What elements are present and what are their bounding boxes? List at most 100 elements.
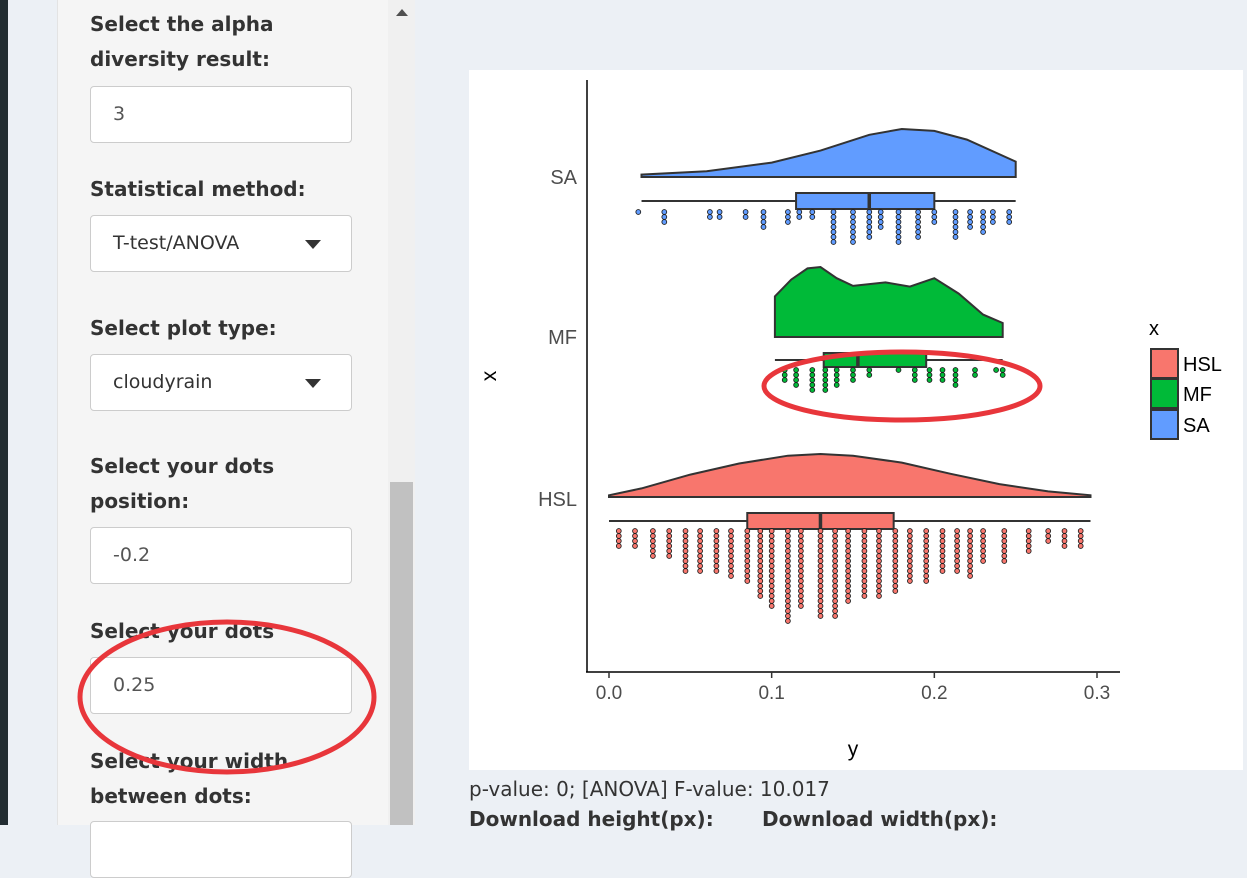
data-point — [744, 543, 751, 549]
data-point — [923, 538, 930, 544]
p-value-text: p-value: 0; [ANOVA] F-value: 10.017 — [469, 777, 830, 801]
data-point — [785, 209, 791, 215]
data-point — [999, 372, 1006, 378]
data-point — [832, 608, 838, 614]
data-point — [923, 573, 930, 579]
data-point — [1061, 533, 1068, 539]
data-point — [785, 563, 791, 569]
data-point — [757, 583, 764, 589]
data-point — [1025, 538, 1032, 544]
data-point — [845, 548, 851, 554]
dot-stack-hsl — [682, 528, 689, 574]
category-label-mf: MF — [548, 327, 577, 349]
dots-position-label: Select your dots position: — [90, 454, 275, 513]
data-point — [845, 593, 851, 599]
data-point — [650, 528, 656, 534]
dot-stack-sa — [877, 209, 884, 230]
data-point — [939, 563, 946, 569]
data-point — [915, 234, 921, 240]
data-point — [939, 528, 946, 534]
data-point — [785, 568, 791, 574]
data-point — [785, 548, 791, 554]
data-point — [861, 593, 868, 599]
data-point — [760, 224, 767, 230]
data-point — [1001, 553, 1008, 559]
dot-stack-hsl — [939, 528, 946, 574]
data-point — [1077, 543, 1084, 549]
data-point — [972, 367, 978, 373]
data-point — [798, 558, 804, 564]
scrollbar-thumb[interactable] — [390, 482, 413, 825]
data-point — [793, 367, 799, 373]
data-point — [666, 548, 673, 554]
data-point — [850, 219, 856, 225]
scroll-up-arrow-icon[interactable] — [396, 9, 408, 16]
dot-stack-sa — [707, 209, 713, 220]
data-point — [845, 538, 851, 544]
data-point — [785, 214, 791, 220]
data-point — [768, 538, 775, 544]
data-point — [830, 239, 837, 245]
dots-position-input[interactable]: -0.2 — [90, 527, 352, 584]
data-point — [952, 219, 959, 225]
data-point — [967, 548, 973, 554]
width-between-dots-input[interactable] — [90, 821, 352, 878]
data-point — [817, 563, 824, 569]
data-point — [785, 219, 791, 225]
data-point — [939, 372, 946, 378]
density-cloud-sa — [640, 127, 1017, 178]
data-point — [830, 209, 837, 215]
data-point — [632, 538, 638, 544]
data-point — [768, 553, 775, 559]
x-tick-label: 0.3 — [1084, 683, 1110, 704]
data-point — [990, 214, 996, 220]
data-point — [952, 214, 959, 220]
data-point — [907, 528, 913, 534]
data-point — [907, 543, 913, 549]
dot-stack-sa — [850, 209, 856, 245]
data-point — [895, 219, 902, 225]
statistical-method-select[interactable]: T-test/ANOVA — [90, 215, 352, 272]
data-point — [682, 558, 689, 564]
plot-type-select[interactable]: cloudyrain — [90, 354, 352, 411]
dots-size-input[interactable]: 0.25 — [90, 657, 352, 714]
data-point — [952, 229, 959, 235]
data-point — [907, 568, 913, 574]
dot-stack-sa — [661, 209, 668, 225]
data-point — [954, 543, 960, 549]
data-point — [1077, 533, 1084, 539]
data-point — [798, 578, 804, 584]
data-point — [1001, 528, 1008, 534]
data-point — [798, 563, 804, 569]
data-point — [939, 558, 946, 564]
data-point — [954, 568, 960, 574]
data-point — [785, 588, 791, 594]
data-point — [757, 558, 764, 564]
data-point — [650, 533, 656, 539]
data-point — [661, 219, 668, 225]
data-point — [682, 533, 689, 539]
data-point — [744, 553, 751, 559]
data-point — [650, 543, 656, 549]
data-point — [866, 229, 873, 235]
data-point — [697, 553, 703, 559]
dot-stack-sa — [931, 209, 938, 225]
data-point — [713, 528, 720, 534]
data-point — [798, 573, 804, 579]
data-point — [832, 598, 838, 604]
data-point — [768, 548, 775, 554]
data-point — [785, 603, 791, 609]
data-point — [785, 533, 791, 539]
data-point — [926, 377, 933, 383]
data-point — [1045, 528, 1052, 534]
dot-stack-hsl — [728, 528, 734, 579]
data-point — [876, 583, 882, 589]
data-point — [866, 209, 873, 215]
data-point — [923, 533, 930, 539]
data-point — [1061, 528, 1068, 534]
box-mf — [822, 352, 928, 368]
alpha-diversity-input[interactable]: 3 — [90, 86, 352, 143]
dot-stack-hsl — [845, 528, 851, 604]
dot-stack-mf — [972, 367, 978, 378]
data-point — [832, 558, 838, 564]
